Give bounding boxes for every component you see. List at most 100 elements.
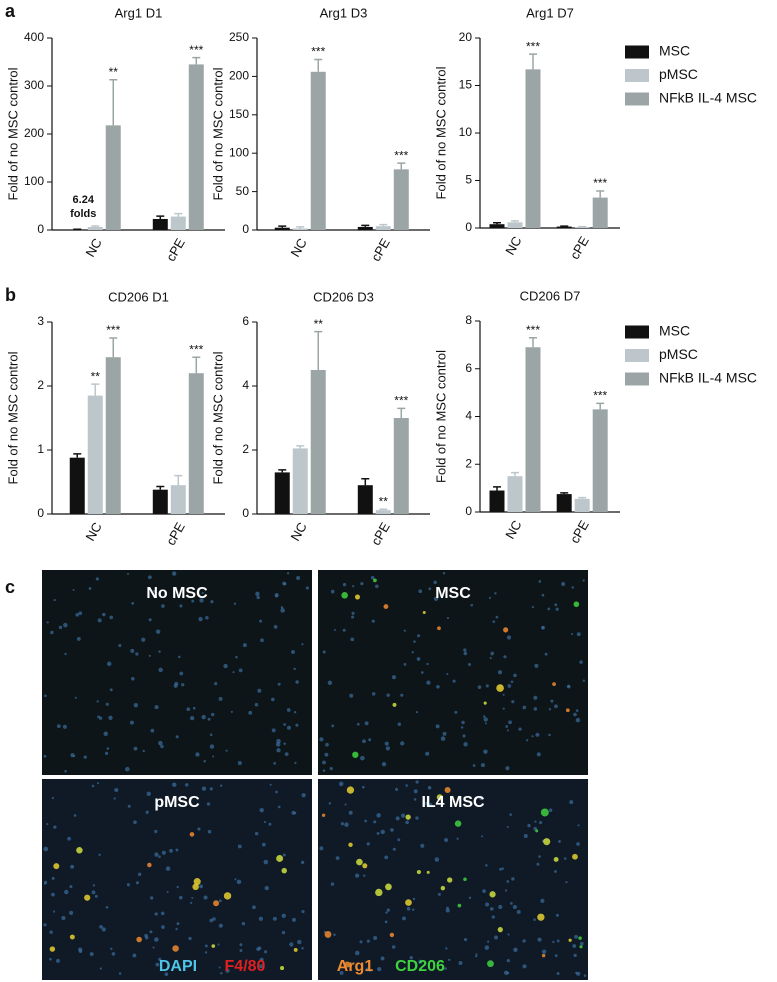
nucleus xyxy=(495,615,499,619)
nucleus xyxy=(535,732,540,737)
nucleus xyxy=(434,857,440,862)
cell xyxy=(223,892,232,900)
nucleus xyxy=(69,910,74,915)
nucleus xyxy=(264,885,269,891)
y-tick-label: 5 xyxy=(465,173,472,187)
nucleus xyxy=(179,604,183,608)
nucleus xyxy=(282,853,286,857)
nucleus xyxy=(395,816,400,821)
y-axis-label: Fold of no MSC control xyxy=(210,351,225,484)
nucleus xyxy=(179,671,184,676)
nucleus xyxy=(415,780,419,784)
nucleus xyxy=(554,704,558,709)
y-tick-label: 300 xyxy=(24,78,44,92)
error-bar xyxy=(174,474,183,486)
nucleus xyxy=(75,613,80,617)
nucleus xyxy=(256,595,260,600)
nucleus xyxy=(154,912,158,916)
nucleus xyxy=(485,684,489,688)
nucleus xyxy=(426,680,431,685)
nucleus xyxy=(458,960,463,965)
legend-swatch xyxy=(625,92,649,106)
nucleus xyxy=(362,739,366,744)
nucleus xyxy=(206,802,211,806)
nucleus xyxy=(207,829,212,834)
nucleus xyxy=(351,611,355,615)
nucleus xyxy=(276,748,281,753)
nucleus xyxy=(462,734,466,738)
nucleus xyxy=(125,766,130,772)
nucleus xyxy=(375,584,379,589)
nucleus xyxy=(76,636,81,641)
cell xyxy=(553,856,559,862)
nucleus xyxy=(377,967,382,972)
nucleus xyxy=(503,655,507,659)
nucleus xyxy=(494,592,497,595)
y-tick-label: 0 xyxy=(242,222,249,236)
nucleus xyxy=(64,889,69,895)
nucleus xyxy=(301,793,306,798)
micrograph xyxy=(318,779,588,980)
nucleus xyxy=(363,874,366,877)
error-bar xyxy=(493,222,501,225)
significance: ** xyxy=(91,369,101,383)
legend-label: pMSC xyxy=(659,346,698,362)
cell xyxy=(213,900,220,907)
cell xyxy=(447,877,453,883)
nucleus xyxy=(467,662,471,666)
nucleus xyxy=(259,619,263,623)
nucleus xyxy=(113,797,116,800)
nucleus xyxy=(397,838,401,842)
nucleus xyxy=(72,588,75,591)
bar xyxy=(489,490,505,512)
nucleus xyxy=(403,662,407,666)
nucleus xyxy=(444,967,447,970)
micrograph-label: pMSC xyxy=(154,794,200,811)
nucleus xyxy=(178,655,181,659)
nucleus xyxy=(576,842,580,846)
nucleus xyxy=(235,655,238,659)
nucleus xyxy=(548,733,551,737)
nucleus xyxy=(573,712,577,717)
nucleus xyxy=(133,820,137,825)
nucleus xyxy=(154,852,159,857)
nucleus xyxy=(99,924,103,929)
nucleus xyxy=(92,884,96,887)
nucleus xyxy=(160,744,164,749)
significance: *** xyxy=(189,43,203,57)
y-axis-label: Fold of no MSC control xyxy=(5,351,20,484)
significance: *** xyxy=(311,45,325,59)
nucleus xyxy=(281,930,286,935)
nucleus xyxy=(536,862,540,866)
cell xyxy=(147,862,152,868)
nucleus xyxy=(158,957,162,961)
y-tick-label: 4 xyxy=(242,378,249,392)
nucleus xyxy=(53,910,56,913)
nucleus xyxy=(301,643,304,646)
nucleus xyxy=(499,867,502,871)
nucleus xyxy=(146,791,151,796)
nucleus xyxy=(293,711,297,714)
error-bar xyxy=(174,212,183,217)
error-bar xyxy=(73,453,82,458)
nucleus xyxy=(536,752,541,757)
nucleus xyxy=(248,710,253,715)
nucleus xyxy=(236,879,242,885)
nucleus xyxy=(572,944,577,948)
cell xyxy=(572,853,578,860)
nucleus xyxy=(175,848,179,852)
nucleus xyxy=(526,739,529,742)
nucleus xyxy=(384,855,389,860)
nucleus xyxy=(510,680,514,684)
y-tick-label: 400 xyxy=(24,30,44,44)
nucleus xyxy=(98,853,101,856)
nucleus xyxy=(406,907,411,911)
nucleus xyxy=(209,787,213,791)
error-bar xyxy=(296,445,305,449)
cell xyxy=(136,936,142,943)
y-tick-label: 1 xyxy=(37,442,44,456)
bar xyxy=(87,395,103,514)
nucleus xyxy=(437,892,441,896)
nucleus xyxy=(73,814,77,817)
